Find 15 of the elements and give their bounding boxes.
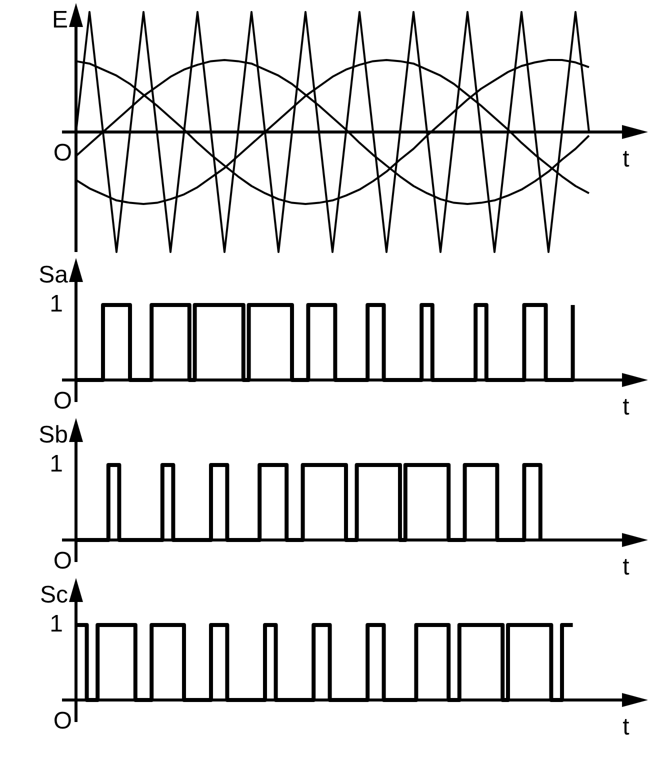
text: 1 — [50, 450, 63, 478]
y-axis-title: Sc — [40, 582, 68, 609]
x-axis-title: t — [622, 146, 630, 173]
text: 1 — [50, 610, 63, 638]
annotation: O — [53, 140, 72, 167]
x-axis-title: t — [622, 394, 630, 421]
text: 1 — [50, 290, 63, 318]
x-axis-title: t — [622, 714, 630, 741]
x-axis-title: t — [622, 554, 630, 581]
text: O — [53, 548, 72, 575]
y-axis-title: Sb — [38, 422, 68, 449]
y-axis-title: Sa — [38, 262, 69, 289]
text: O — [53, 388, 72, 415]
y-axis-title: E — [52, 6, 68, 34]
text: O — [53, 708, 72, 735]
